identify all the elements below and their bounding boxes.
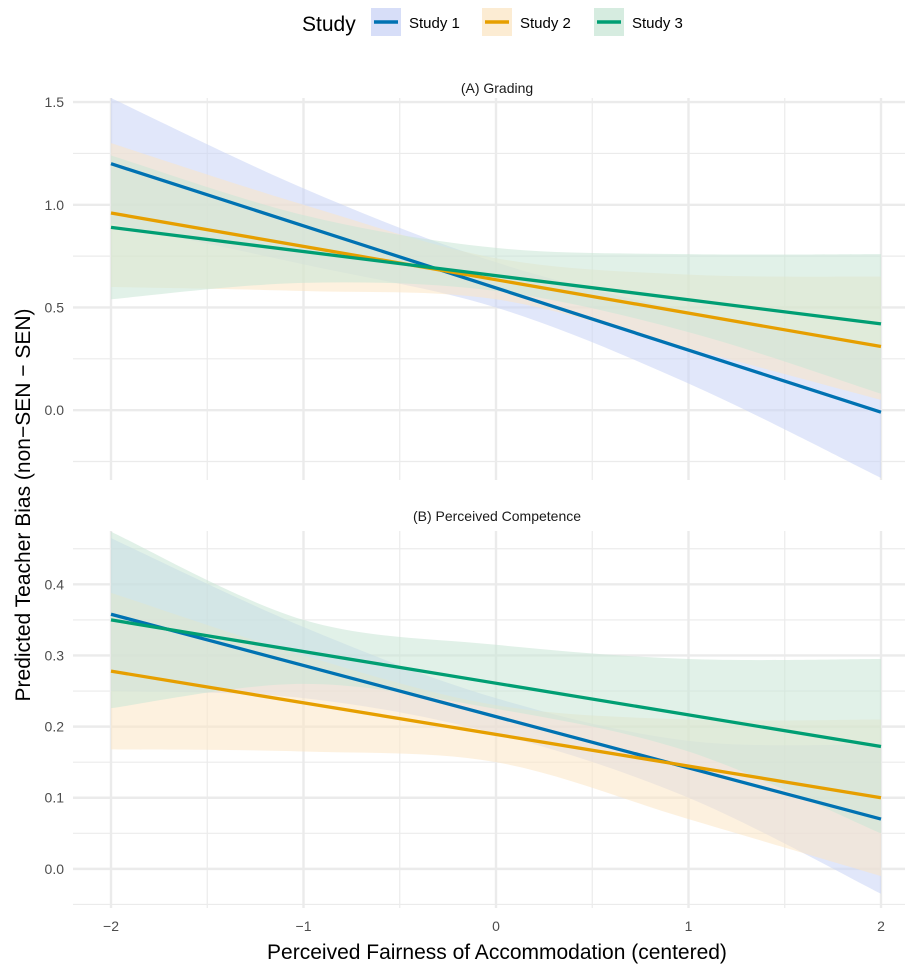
legend-label: Study 3 (632, 15, 683, 32)
y-tick-label: 0.0 (45, 861, 65, 877)
y-tick-label: 0.2 (45, 719, 65, 735)
y-tick-label: 0.0 (45, 402, 65, 418)
x-tick-label: 1 (685, 918, 693, 934)
legend-label: Study 1 (409, 15, 460, 32)
y-tick-label: 0.1 (45, 790, 65, 806)
series-line (110, 612, 882, 821)
panel: (A) Grading 0.0 0.5 1.0 1.5 (45, 80, 905, 480)
legend-title: Study (302, 13, 356, 36)
legend-label: Study 2 (520, 15, 571, 32)
series-line (110, 162, 882, 414)
y-tick-label: 0.5 (45, 299, 65, 315)
series-line (110, 618, 882, 749)
series-line (110, 225, 882, 326)
panel-title: (B) Perceived Competence (413, 508, 581, 524)
y-axis-label: Predicted Teacher Bias (non−SEN − SEN) (12, 309, 35, 702)
y-tick-label: 1.0 (45, 197, 65, 213)
panel-title: (A) Grading (461, 80, 533, 96)
y-tick-label: 0.3 (45, 647, 65, 663)
x-tick-label: −1 (296, 918, 312, 934)
panel: (B) Perceived Competence 0.0 0.1 0.2 0.3 0.4 −… (45, 508, 905, 934)
series-line (110, 211, 882, 349)
series-line (110, 669, 882, 800)
y-tick-label: 1.5 (45, 94, 65, 110)
x-tick-label: 0 (492, 918, 500, 934)
x-tick-label: 2 (877, 918, 885, 934)
x-tick-label: −2 (103, 918, 119, 934)
legend: Study Study 1 Study 2 Study 3 (302, 8, 683, 36)
y-tick-label: 0.4 (45, 576, 65, 592)
panels: (A) Grading 0.0 0.5 1.0 1.5 (B) Perceived Com… (45, 80, 905, 934)
x-axis-label: Perceived Fairness of Accommodation (cen… (267, 941, 727, 964)
